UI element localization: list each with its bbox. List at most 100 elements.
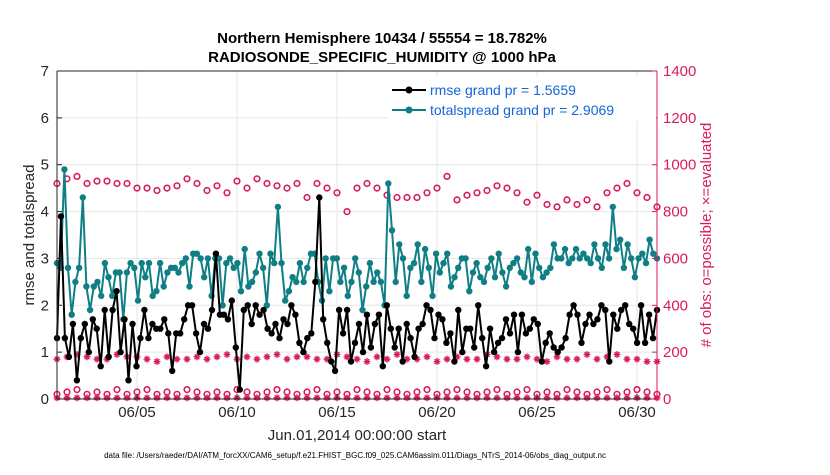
obs-evaluated-marker (603, 394, 611, 402)
x-tick-label: 06/20 (418, 404, 456, 421)
rmse-point (228, 297, 235, 304)
totalspread-point (245, 283, 252, 290)
rmse-point (296, 339, 303, 346)
totalspread-point (605, 255, 613, 262)
rmse-point (359, 348, 367, 356)
obs-evaluated-marker (273, 351, 281, 358)
y-axis-left-label: rmse and totalspread (21, 165, 38, 306)
totalspread-point (127, 259, 134, 267)
obs-evaluated-marker (563, 394, 571, 402)
y-left-tick-label: 2 (41, 297, 49, 314)
rmse-point (423, 302, 430, 309)
obs-evaluated-marker (423, 394, 431, 402)
totalspread-point (388, 227, 396, 234)
obs-evaluated-marker (463, 355, 471, 363)
rmse-point (574, 311, 581, 318)
totalspread-point (326, 288, 333, 295)
rmse-point (526, 325, 533, 332)
rmse-point (411, 353, 418, 360)
obs-possible-marker (513, 189, 521, 197)
obs-evaluated-marker (453, 353, 461, 361)
rmse-point (85, 348, 93, 356)
obs-possible-marker (73, 386, 81, 394)
obs-evaluated-marker (643, 358, 651, 365)
rmse-point (331, 367, 339, 375)
obs-possible-marker (493, 386, 501, 394)
obs-evaluated-marker (163, 394, 171, 402)
obs-evaluated-marker (463, 394, 471, 402)
rmse-point (534, 320, 541, 328)
obs-possible-marker (313, 179, 321, 188)
y-left-tick-label: 0 (41, 391, 49, 408)
rmse-point (339, 330, 347, 337)
rmse-point (196, 348, 204, 356)
obs-possible-marker (453, 386, 461, 394)
obs-evaluated-marker (373, 353, 381, 361)
totalspread-point (359, 306, 366, 314)
totalspread-point (363, 283, 370, 290)
rmse-point (415, 325, 422, 332)
totalspread-point (219, 302, 226, 309)
rmse-point (530, 316, 537, 323)
obs-possible-marker (593, 203, 601, 211)
obs-possible-marker (603, 189, 611, 197)
rmse-point (276, 334, 283, 342)
rmse-point (260, 306, 267, 314)
totalspread-point (639, 250, 646, 257)
obs-possible-marker (133, 184, 141, 192)
rmse-point (498, 334, 506, 342)
totalspread-point (344, 292, 351, 300)
ticks: 0 1 2 3 4 5 6 7 0 200 400 600 800 1000 1200 1400 06/05 06… (41, 63, 697, 421)
obs-evaluated-marker (473, 355, 481, 363)
rmse-point (272, 320, 279, 328)
rmse-point (204, 325, 212, 332)
rmse-point (367, 344, 375, 351)
totalspread-point (248, 278, 256, 286)
totalspread-point (462, 255, 469, 262)
totalspread-point (175, 269, 182, 276)
obs-evaluated-marker (93, 355, 101, 363)
obs-possible-marker (113, 386, 121, 394)
totalspread-point (392, 278, 399, 286)
rmse-point (451, 358, 458, 365)
totalspread-point (223, 259, 230, 267)
obs-possible-marker (213, 182, 221, 190)
totalspread-point (488, 255, 495, 262)
rmse-point (570, 302, 577, 309)
obs-evaluated-marker (113, 394, 121, 402)
totalspread-point (532, 250, 539, 257)
totalspread-point (142, 274, 149, 281)
legend-rmse-marker (405, 86, 413, 94)
obs-evaluated-marker (213, 353, 221, 361)
totalspread-point (131, 264, 138, 271)
x-tick-label: 06/10 (218, 404, 256, 421)
obs-evaluated-marker (193, 394, 201, 402)
rmse-point (268, 330, 275, 337)
obs-possible-marker (233, 177, 241, 185)
totalspread-point (650, 250, 657, 257)
rmse-point (479, 334, 486, 342)
rmse-point (542, 339, 549, 346)
totalspread-point (271, 259, 278, 267)
totalspread-point (366, 259, 374, 267)
totalspread-point (274, 203, 282, 211)
obs-evaluated-marker (243, 394, 251, 402)
totalspread-point (377, 278, 385, 286)
totalspread-point (539, 274, 547, 281)
totalspread-point (510, 259, 517, 267)
rmse-point (244, 302, 251, 309)
rmse-point (363, 311, 371, 318)
rmse-point (97, 363, 104, 370)
obs-possible-marker (123, 179, 131, 188)
totalspread-point (613, 245, 620, 253)
totalspread-point (75, 264, 83, 271)
totalspread-point (502, 283, 510, 290)
obs-evaluated-marker (173, 355, 181, 363)
obs-evaluated-marker (573, 394, 581, 402)
totalspread-point (642, 259, 650, 267)
rmse-point (165, 330, 172, 337)
obs-possible-marker (183, 386, 191, 394)
obs-evaluated-marker (183, 394, 191, 402)
rmse-point (598, 302, 605, 309)
rmse-point (161, 316, 168, 323)
